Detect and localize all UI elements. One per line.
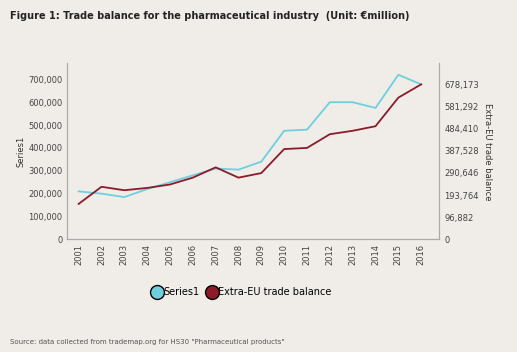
Y-axis label: Series1: Series1 bbox=[17, 136, 25, 167]
Text: Source: data collected from trademap.org for HS30 "Pharmaceutical products": Source: data collected from trademap.org… bbox=[10, 339, 285, 345]
Y-axis label: Extra-EU trade balance: Extra-EU trade balance bbox=[483, 103, 492, 200]
Text: Figure 1: Trade balance for the pharmaceutical industry  (Unit: €million): Figure 1: Trade balance for the pharmace… bbox=[10, 11, 410, 20]
Legend: Series1, Extra-EU trade balance: Series1, Extra-EU trade balance bbox=[151, 284, 335, 301]
